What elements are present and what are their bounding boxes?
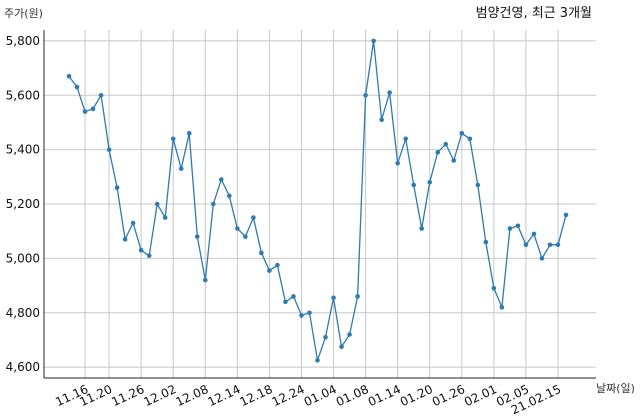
price-point <box>106 147 112 152</box>
price-point <box>467 136 473 142</box>
horizontal-gridlines <box>44 40 596 368</box>
price-point <box>539 256 545 261</box>
price-point <box>347 332 352 337</box>
price-point <box>515 223 521 229</box>
price-point <box>331 295 336 301</box>
price-point <box>451 158 457 163</box>
price-point <box>475 182 481 188</box>
price-point <box>114 185 120 190</box>
price-point <box>98 92 104 98</box>
price-point <box>283 299 288 305</box>
price-point <box>531 231 537 237</box>
x-tick-label: 12.02 <box>141 382 178 409</box>
price-point <box>443 141 449 147</box>
price-point <box>138 247 144 253</box>
price-point <box>227 193 232 199</box>
x-tick-label: 12.24 <box>270 382 307 409</box>
price-point <box>90 106 96 112</box>
price-point <box>363 92 368 98</box>
price-point <box>210 201 216 207</box>
price-point <box>435 150 441 155</box>
price-point <box>130 220 136 226</box>
price-point <box>507 226 513 231</box>
chart-title: 범양건영, 최근 3개월 <box>476 6 592 21</box>
price-point <box>491 285 497 291</box>
price-point <box>178 166 184 171</box>
price-point <box>66 73 72 79</box>
price-point <box>251 215 256 220</box>
price-point <box>395 160 400 166</box>
y-axis-label: 주가(원) <box>4 7 43 20</box>
price-point <box>387 90 392 95</box>
x-tick-label: 01.14 <box>366 382 403 409</box>
price-point <box>411 182 416 188</box>
price-point <box>483 239 489 245</box>
price-point <box>563 212 569 218</box>
price-point <box>82 109 88 114</box>
price-point <box>499 305 505 310</box>
price-point <box>219 177 224 182</box>
price-point <box>523 242 529 248</box>
price-point <box>162 215 168 220</box>
price-point <box>555 242 561 248</box>
price-point <box>275 262 280 268</box>
y-tick-labels: 4,600 4,800 5,000 5,200 5,400 5,600 5,800 <box>6 34 40 374</box>
x-tick-label: 12.14 <box>206 382 243 409</box>
x-axis-label: 날짜(일) <box>596 381 635 395</box>
price-point <box>323 334 328 340</box>
x-tick-labels: 11.1611.2011.2612.0212.0812.1412.1812.24… <box>53 382 563 417</box>
x-tick-label: 02.01 <box>462 382 499 409</box>
x-tick-label: 01.04 <box>302 382 339 409</box>
y-tick-label: 5,400 <box>6 143 40 157</box>
price-point <box>403 136 408 142</box>
price-point <box>259 250 264 256</box>
price-point <box>235 226 240 231</box>
price-point <box>170 136 176 142</box>
price-point <box>371 38 376 44</box>
y-tick-label: 4,600 <box>6 360 40 374</box>
price-point <box>267 268 272 273</box>
x-tick-label: 12.08 <box>173 382 210 409</box>
price-point <box>379 117 384 123</box>
x-tick-label: 01.20 <box>398 382 435 409</box>
price-point <box>299 313 304 318</box>
price-point <box>146 253 152 258</box>
y-tick-label: 4,800 <box>6 306 40 320</box>
y-tick-label: 5,600 <box>6 88 40 102</box>
price-point <box>202 277 208 283</box>
price-point <box>186 131 192 136</box>
y-tick-label: 5,800 <box>6 34 40 48</box>
x-tick-label: 12.18 <box>238 382 275 409</box>
price-point <box>427 179 433 185</box>
price-point <box>154 201 160 207</box>
price-point <box>339 344 344 350</box>
price-points <box>66 38 569 363</box>
price-point <box>291 294 296 299</box>
price-point <box>315 358 320 363</box>
price-point <box>547 242 553 248</box>
x-tick-label: 01.08 <box>334 382 371 409</box>
price-point <box>419 226 425 231</box>
x-tick-label: 01.26 <box>430 382 467 409</box>
y-tick-label: 5,000 <box>6 251 40 265</box>
price-point <box>459 131 465 136</box>
price-point <box>355 294 360 299</box>
price-point <box>194 234 200 239</box>
x-tick-label: 11.26 <box>109 382 146 409</box>
price-point <box>243 234 248 239</box>
price-point <box>74 84 80 90</box>
price-point <box>122 237 128 242</box>
price-point <box>307 310 312 316</box>
y-tick-label: 5,200 <box>6 197 40 211</box>
